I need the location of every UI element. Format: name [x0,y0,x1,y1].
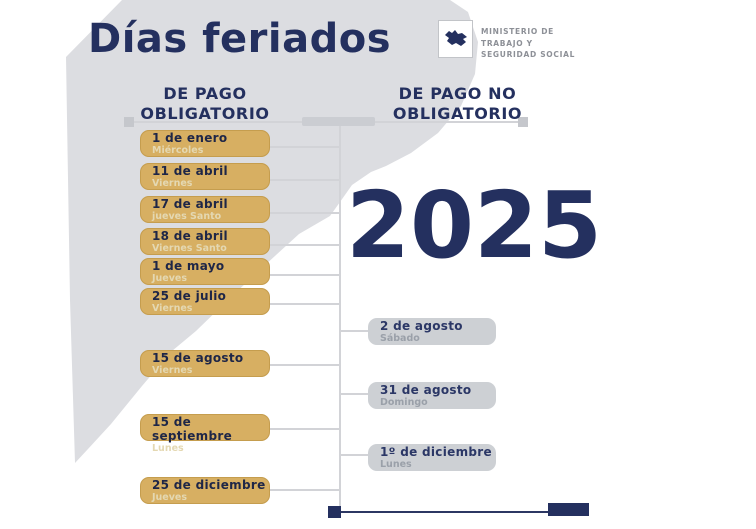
year-label: 2025 [346,172,603,279]
branch-abril-11 [268,179,340,181]
holiday-day: Lunes [380,458,412,470]
holiday-pill-diciembre-1: 1º de diciembre Lunes [368,444,496,471]
holiday-day: Jueves [152,491,188,503]
header-rule-left-square [124,117,134,127]
costa-rica-map-icon [444,30,467,46]
holiday-pill-julio-25: 25 de julio Viernes [140,288,270,315]
branch-diciembre-25 [268,489,340,491]
header-pago-obligatorio: DE PAGO OBLIGATORIO [140,84,270,123]
header-pago-no-obligatorio: DE PAGO NO OBLIGATORIO [392,84,523,123]
branch-mayo-1 [268,274,340,276]
branch-abril-17 [268,212,340,214]
logo-line-2: TRABAJO Y [481,38,533,48]
holiday-pill-mayo-1: 1 de mayo Jueves [140,258,270,285]
holiday-pill-diciembre-25: 25 de diciembre Jueves [140,477,270,504]
bottom-connector-bar [548,503,589,516]
holiday-date: 1 de mayo [152,259,225,273]
holiday-day: Viernes Santo [152,242,227,254]
logo-line-3: SEGURIDAD SOCIAL [481,50,576,60]
holiday-pill-enero-1: 1 de enero Miércoles [140,130,270,157]
holiday-day: jueves Santo [152,210,222,222]
holiday-date: 15 de agosto [152,351,244,365]
branch-enero-1 [268,146,340,148]
page-title: Días feriados [88,16,392,62]
holiday-day: Viernes [152,364,193,376]
branch-diciembre-1 [341,454,369,456]
ministry-logo-text: MINISTERIO DE TRABAJO Y SEGURIDAD SOCIAL [481,26,575,61]
header-rule-right-square [518,117,528,127]
holiday-pill-agosto-15: 15 de agosto Viernes [140,350,270,377]
branch-abril-18 [268,244,340,246]
holiday-pill-agosto-31: 31 de agosto Domingo [368,382,496,409]
holiday-day: Sábado [380,332,420,344]
holiday-pill-abril-17: 17 de abril jueves Santo [140,196,270,223]
holiday-date: 2 de agosto [380,319,463,333]
holiday-date: 11 de abril [152,164,228,178]
holiday-pill-septiembre-15: 15 de septiembre Lunes [140,414,270,453]
holiday-pill-agosto-2: 2 de agosto Sábado [368,318,496,345]
logo-line-1: MINISTERIO DE [481,27,554,36]
holiday-day: Viernes [152,302,193,314]
holiday-day: Domingo [380,396,428,408]
timeline-trunk [339,126,341,508]
holiday-date: 18 de abril [152,229,228,243]
branch-agosto-2 [341,330,369,332]
holiday-pill-abril-11: 11 de abril Viernes [140,163,270,190]
holiday-date: 25 de julio [152,289,227,303]
holiday-date: 25 de diciembre [152,478,266,492]
header-rule-thick-segment [302,117,375,126]
holiday-day: Lunes [152,442,184,454]
holiday-date: 17 de abril [152,197,228,211]
branch-julio-25 [268,303,340,305]
bottom-connector-line [341,511,548,513]
holiday-day: Jueves [152,272,188,284]
branch-agosto-15 [268,364,340,366]
ministry-logo [438,20,473,58]
bottom-connector-square [328,506,341,518]
holiday-date: 1º de diciembre [380,445,492,459]
holiday-day: Viernes [152,177,193,189]
holiday-date: 31 de agosto [380,383,472,397]
holiday-date: 15 de septiembre [152,415,233,443]
holiday-pill-abril-18: 18 de abril Viernes Santo [140,228,270,255]
branch-agosto-31 [341,393,369,395]
branch-septiembre-15 [268,428,340,430]
holiday-day: Miércoles [152,144,204,156]
holiday-date: 1 de enero [152,131,228,145]
